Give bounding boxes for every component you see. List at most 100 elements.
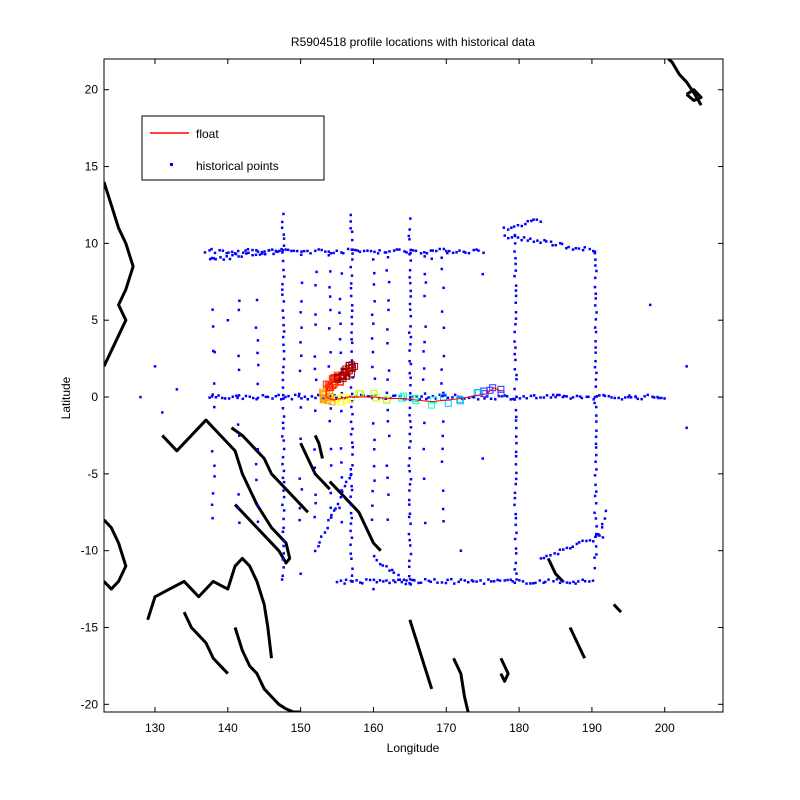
historical-point	[506, 578, 509, 582]
historical-point	[386, 378, 389, 381]
historical-point	[542, 556, 546, 560]
historical-point	[211, 393, 215, 396]
historical-point	[466, 580, 470, 584]
historical-point	[493, 398, 497, 401]
historical-point	[351, 567, 354, 571]
historical-point	[344, 480, 348, 484]
historical-point	[306, 398, 309, 401]
historical-point	[254, 326, 258, 329]
historical-point	[601, 536, 605, 539]
historical-point	[556, 393, 559, 397]
historical-point	[213, 251, 217, 255]
float-profile-marker	[334, 374, 342, 382]
historical-point	[685, 365, 688, 368]
historical-point	[521, 580, 525, 583]
historical-point	[387, 280, 391, 284]
historical-point	[373, 271, 376, 275]
coastline	[230, 426, 309, 514]
historical-point	[568, 581, 572, 585]
historical-point	[422, 447, 426, 451]
historical-point	[282, 509, 286, 512]
historical-point	[395, 248, 399, 251]
coastline	[667, 59, 703, 106]
historical-point	[237, 255, 240, 258]
historical-point	[349, 503, 353, 506]
historical-point	[423, 340, 426, 344]
historical-point	[464, 251, 467, 254]
historical-point	[594, 378, 598, 381]
historical-point	[376, 252, 380, 255]
historical-point	[281, 371, 285, 374]
historical-point	[329, 252, 333, 255]
historical-point	[299, 253, 303, 257]
historical-point	[365, 578, 368, 581]
historical-point	[515, 426, 518, 430]
historical-point	[471, 395, 474, 399]
historical-point	[368, 578, 372, 582]
historical-point	[595, 311, 598, 314]
historical-point	[516, 223, 520, 227]
historical-point	[594, 340, 597, 343]
coastline	[499, 657, 510, 683]
historical-point	[386, 420, 390, 423]
historical-point	[261, 393, 265, 397]
historical-point	[513, 274, 516, 278]
historical-point	[350, 238, 354, 242]
historical-point	[408, 276, 411, 279]
historical-point	[350, 574, 354, 577]
historical-point	[349, 495, 352, 498]
historical-point	[306, 249, 309, 253]
historical-point	[329, 308, 332, 312]
historical-point	[329, 270, 332, 273]
historical-point	[350, 536, 354, 540]
historical-point	[373, 300, 376, 303]
historical-point	[372, 587, 375, 591]
historical-point	[515, 377, 518, 381]
historical-point	[513, 250, 516, 253]
historical-point	[514, 294, 518, 298]
historical-point	[281, 288, 284, 291]
historical-point	[237, 368, 241, 372]
historical-point	[581, 578, 584, 582]
historical-point	[419, 581, 423, 584]
historical-point	[282, 300, 286, 303]
historical-point	[408, 432, 412, 436]
historical-point	[329, 506, 332, 510]
historical-point	[575, 394, 579, 398]
historical-point	[595, 429, 598, 432]
historical-point	[327, 254, 331, 257]
historical-point	[442, 247, 446, 251]
historical-point	[648, 303, 652, 307]
historical-point	[594, 359, 597, 363]
historical-point	[592, 249, 595, 253]
historical-point	[574, 246, 578, 250]
historical-point	[351, 580, 354, 583]
historical-point	[409, 289, 412, 293]
historical-point	[425, 252, 429, 255]
historical-point	[255, 478, 258, 482]
historical-point	[282, 415, 286, 418]
historical-point	[385, 579, 388, 582]
historical-point	[335, 249, 339, 253]
historical-point	[375, 580, 379, 584]
historical-point	[282, 552, 286, 555]
historical-point	[328, 327, 331, 330]
coastline	[299, 442, 331, 491]
historical-point	[329, 516, 333, 519]
historical-point	[349, 294, 353, 298]
float-profiles-layer	[319, 361, 505, 409]
historical-point	[408, 253, 411, 256]
historical-point	[423, 421, 426, 425]
historical-point	[595, 269, 598, 273]
historical-point	[299, 572, 302, 576]
historical-point	[208, 249, 211, 252]
historical-point	[553, 552, 556, 555]
historical-point	[344, 578, 348, 582]
historical-point	[257, 363, 260, 367]
historical-point	[349, 386, 353, 389]
historical-point	[442, 354, 446, 358]
historical-point	[513, 368, 517, 371]
historical-point	[281, 251, 284, 254]
historical-point	[394, 580, 397, 584]
